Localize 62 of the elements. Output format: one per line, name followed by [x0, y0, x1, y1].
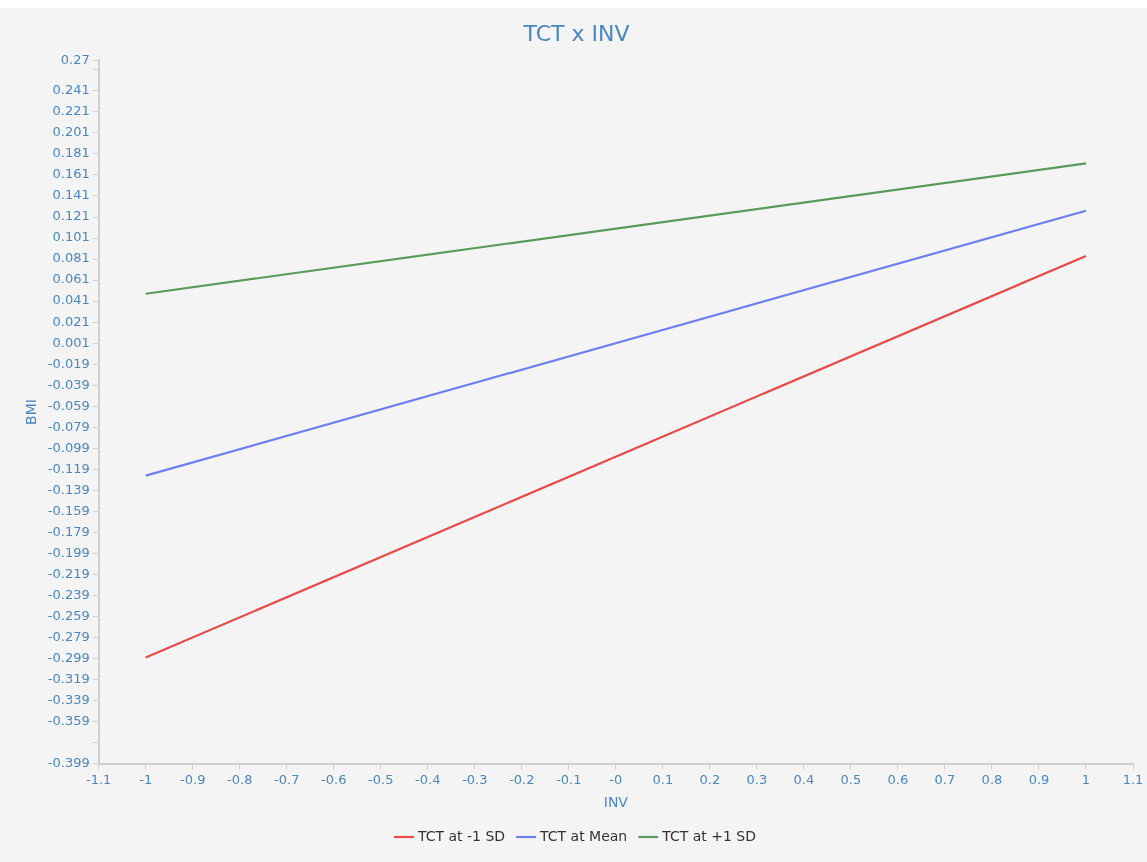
x-tick-label: 0.8 [981, 771, 1003, 787]
y-tick-label: 0.121 [52, 208, 90, 224]
x-tick-label: -0.3 [462, 771, 488, 787]
x-tick-label: -0.9 [180, 771, 206, 787]
y-tick-label: -0.019 [47, 355, 90, 371]
y-tick-label: -0.159 [47, 502, 90, 518]
y-tick-label: -0.319 [47, 670, 90, 686]
x-tick-label: -0.7 [274, 771, 300, 787]
chart-title: TCT x INV [522, 20, 630, 46]
y-tick-label: -0.079 [47, 418, 90, 434]
y-tick-label: 0.101 [52, 229, 90, 245]
y-tick-label: -0.299 [47, 649, 90, 665]
y-axis-title: BMI [23, 399, 40, 425]
y-tick-label: 0.081 [52, 250, 90, 266]
y-tick-label: -0.139 [47, 481, 90, 497]
y-tick-label: 0.241 [52, 82, 90, 98]
legend-label: TCT at +1 SD [661, 827, 757, 844]
x-tick-label: -0.8 [227, 771, 253, 787]
y-tick-label: -0.099 [47, 439, 90, 455]
y-tick-label: -0.179 [47, 523, 90, 539]
y-tick-label: 0.021 [52, 313, 90, 329]
x-tick-label: 0.2 [699, 771, 721, 787]
x-tick-label: -0.4 [415, 771, 441, 787]
y-tick-label: 0.041 [52, 292, 90, 308]
y-tick-label: 0.27 [60, 51, 90, 67]
x-tick-label: 0.6 [887, 771, 909, 787]
x-tick-label: -1 [139, 771, 153, 787]
y-tick-label: -0.059 [47, 397, 90, 413]
x-tick-label: 0.7 [934, 771, 956, 787]
y-tick-label: -0.399 [47, 754, 90, 770]
x-tick-label: 0.9 [1028, 771, 1050, 787]
y-tick-label: -0.239 [47, 586, 90, 602]
x-tick-label: 1.1 [1122, 771, 1144, 787]
y-tick-label: -0.219 [47, 565, 90, 581]
x-tick-label: 1 [1081, 771, 1091, 787]
legend-label: TCT at -1 SD [416, 827, 506, 844]
x-tick-label: 0.4 [793, 771, 815, 787]
y-tick-label: -0.039 [47, 376, 90, 392]
x-tick-label: 0.5 [840, 771, 862, 787]
y-tick-label: -0.359 [47, 712, 90, 728]
legend-label: TCT at Mean [539, 827, 628, 844]
x-tick-label: 0.3 [746, 771, 768, 787]
y-tick-label: 0.161 [52, 166, 90, 182]
x-tick-label: -0.6 [321, 771, 347, 787]
x-tick-label: -0.5 [368, 771, 394, 787]
y-tick-label: 0.061 [52, 271, 90, 287]
y-tick-label: -0.279 [47, 628, 90, 644]
y-tick-label: -0.199 [47, 544, 90, 560]
y-tick-label: 0.201 [52, 124, 90, 140]
x-tick-label: 0.1 [652, 771, 674, 787]
y-tick-label: 0.221 [52, 103, 90, 119]
y-tick-label: 0.141 [52, 187, 90, 203]
y-tick-label: 0.181 [52, 145, 90, 161]
x-tick-label: -1.1 [86, 771, 112, 787]
x-tick-label: -0.1 [556, 771, 582, 787]
x-tick-label: -0.2 [509, 771, 535, 787]
y-tick-label: -0.339 [47, 691, 90, 707]
y-tick-label: -0.259 [47, 607, 90, 623]
y-tick-label: -0.119 [47, 460, 90, 476]
x-tick-label: -0 [609, 771, 623, 787]
x-axis-title: INV [603, 794, 629, 811]
y-tick-label: 0.001 [52, 334, 90, 350]
